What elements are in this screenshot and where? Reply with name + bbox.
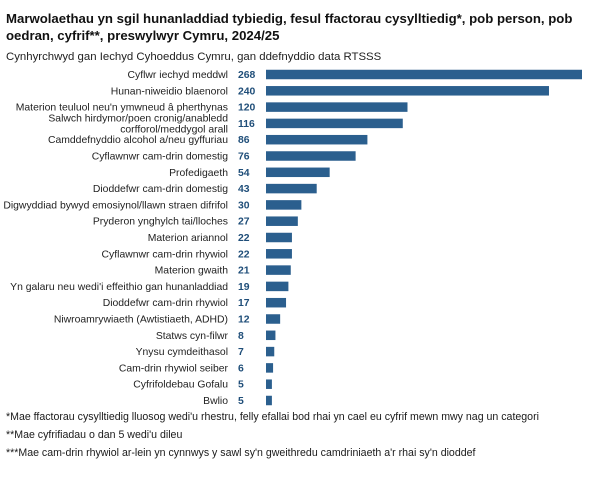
footnote-2: **Mae cyfrifiadau o dan 5 wedi'u dileu bbox=[6, 429, 183, 441]
bar bbox=[266, 297, 287, 308]
category-label-line: Yn galaru neu wedi'i effeithio gan hunan… bbox=[10, 282, 228, 293]
bar-chart: Cyflwr iechyd meddwl 268 Hunan-niweidio bl… bbox=[3, 69, 582, 406]
category-label-line: Hunan-niweidio blaenorol bbox=[111, 86, 228, 97]
category-label-line: Camddefnyddio alcohol a/neu gyffuriau bbox=[48, 135, 228, 146]
category-label: Cyflawnwr cam-drin domestig bbox=[92, 152, 228, 163]
category-label: Materion gwaith bbox=[155, 266, 229, 277]
category-label: Profedigaeth bbox=[169, 168, 228, 179]
bar bbox=[266, 151, 356, 161]
category-label-line: Materion gwaith bbox=[155, 266, 229, 277]
category-label: Yn galaru neu wedi'i effeithio gan hunan… bbox=[10, 282, 228, 293]
category-label: Hunan-niweidio blaenorol bbox=[111, 86, 228, 97]
bar bbox=[266, 86, 549, 96]
category-label-line: Dioddefwr cam-drin domestig bbox=[93, 184, 228, 195]
bar bbox=[266, 395, 272, 406]
category-label: Salwch hirdymor/poen cronig/anabledd corf… bbox=[48, 113, 228, 135]
category-label-line: Bwlio bbox=[203, 396, 228, 406]
data-label: 22 bbox=[238, 233, 250, 244]
category-label-line: Ynysu cymdeithasol bbox=[136, 347, 228, 358]
bar bbox=[266, 216, 298, 226]
data-label: 76 bbox=[238, 152, 250, 163]
category-label: Dioddefwr cam-drin domestig bbox=[93, 184, 228, 195]
data-label: 21 bbox=[238, 266, 250, 277]
data-label: 86 bbox=[238, 135, 250, 146]
category-label: Cyflawnwr cam-drin rhywiol bbox=[102, 249, 228, 260]
data-label: 6 bbox=[238, 363, 244, 374]
bar bbox=[266, 281, 289, 292]
category-label: Digwyddiad bywyd emosiynol/llawn straen … bbox=[3, 200, 228, 211]
footnotes: *Mae ffactorau cysylltiedig lluosog wedi… bbox=[6, 408, 596, 462]
bar bbox=[266, 265, 291, 275]
bar bbox=[266, 346, 275, 357]
data-label: 54 bbox=[238, 168, 250, 179]
bar bbox=[266, 249, 292, 259]
category-label-line: corfforol/meddygol arall bbox=[120, 124, 228, 135]
category-label-line: Salwch hirdymor/poen cronig/anabledd bbox=[48, 113, 228, 124]
data-label: 12 bbox=[238, 315, 250, 326]
bar bbox=[266, 118, 403, 129]
bar bbox=[266, 167, 330, 178]
category-label-line: Digwyddiad bywyd emosiynol/llawn straen … bbox=[3, 200, 228, 211]
category-label: Bwlio bbox=[203, 396, 228, 406]
data-label: 22 bbox=[238, 249, 250, 260]
bar bbox=[266, 200, 302, 210]
category-label: Dioddefwr cam-drin rhywiol bbox=[103, 298, 228, 309]
data-label: 17 bbox=[238, 298, 250, 309]
data-label: 120 bbox=[238, 103, 256, 114]
bar bbox=[266, 69, 582, 80]
category-label-line: Cyflwr iechyd meddwl bbox=[128, 70, 228, 81]
bar bbox=[266, 183, 317, 194]
footnote-3: ***Mae cam-drin rhywiol ar-lein yn cynnw… bbox=[6, 447, 476, 459]
category-label-line: Niwroamrywiaeth (Awtistiaeth, ADHD) bbox=[54, 315, 228, 326]
chart-title: Marwolaethau yn sgil hunanladdiad tybied… bbox=[6, 11, 573, 43]
bar bbox=[266, 102, 408, 112]
category-label: Cyflwr iechyd meddwl bbox=[128, 70, 228, 81]
data-label: 8 bbox=[238, 331, 244, 342]
category-label: Materion ariannol bbox=[148, 233, 228, 244]
bar bbox=[266, 330, 276, 341]
category-label: Niwroamrywiaeth (Awtistiaeth, ADHD) bbox=[54, 315, 228, 326]
data-label: 240 bbox=[238, 86, 256, 97]
category-label-line: Cam-drin rhywiol seiber bbox=[119, 363, 229, 374]
category-label-line: Cyfrifoldebau Gofalu bbox=[133, 380, 228, 391]
category-label-line: Dioddefwr cam-drin rhywiol bbox=[103, 298, 228, 309]
bar bbox=[266, 232, 292, 243]
category-label: Cyfrifoldebau Gofalu bbox=[133, 380, 228, 391]
data-label: 19 bbox=[238, 282, 250, 293]
data-label: 43 bbox=[238, 184, 250, 195]
category-label-line: Cyflawnwr cam-drin rhywiol bbox=[102, 249, 228, 260]
category-label: Ynysu cymdeithasol bbox=[136, 347, 228, 358]
category-label: Camddefnyddio alcohol a/neu gyffuriau bbox=[48, 135, 228, 146]
data-label: 5 bbox=[238, 396, 244, 406]
category-label-line: Materion ariannol bbox=[148, 233, 228, 244]
category-label: Cam-drin rhywiol seiber bbox=[119, 363, 229, 374]
bar bbox=[266, 379, 272, 389]
category-label-line: Profedigaeth bbox=[169, 168, 228, 179]
data-label: 7 bbox=[238, 347, 244, 358]
bar bbox=[266, 134, 368, 145]
data-label: 268 bbox=[238, 70, 256, 81]
category-label-line: Cyflawnwr cam-drin domestig bbox=[92, 152, 228, 163]
data-label: 27 bbox=[238, 217, 250, 228]
data-label: 116 bbox=[238, 119, 255, 130]
data-label: 5 bbox=[238, 380, 244, 391]
bar bbox=[266, 314, 281, 324]
chart-subtitle: Cynhyrchwyd gan Iechyd Cyhoeddus Cymru, … bbox=[6, 51, 382, 63]
category-label: Pryderon ynghylch tai/lloches bbox=[93, 217, 228, 228]
bar bbox=[266, 363, 274, 373]
category-label-line: Pryderon ynghylch tai/lloches bbox=[93, 217, 228, 228]
category-label-line: Materion teuluol neu'n ymwneud â pherthy… bbox=[16, 103, 228, 114]
data-label: 30 bbox=[238, 200, 250, 211]
category-label: Materion teuluol neu'n ymwneud â pherthy… bbox=[16, 103, 228, 114]
category-label: Statws cyn-filwr bbox=[156, 331, 229, 342]
footnote-1: *Mae ffactorau cysylltiedig lluosog wedi… bbox=[6, 411, 539, 423]
category-label-line: Statws cyn-filwr bbox=[156, 331, 229, 342]
